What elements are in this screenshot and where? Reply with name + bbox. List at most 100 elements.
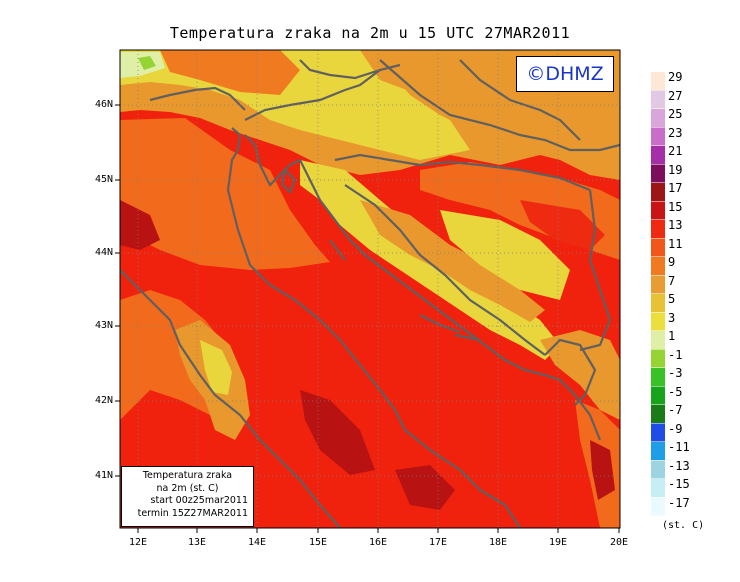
legend-label: 23 <box>668 125 683 140</box>
italy-west-zone <box>120 118 330 270</box>
info-line-2: na 2m (st. C) <box>156 482 219 494</box>
y-tick-42n: 42N <box>94 395 113 406</box>
dinaric-orange-inner <box>360 200 545 322</box>
legend-swatch <box>651 109 665 127</box>
italy-south-dark <box>300 390 375 475</box>
gridlines <box>120 50 620 528</box>
x-tick-15e: 15E <box>308 537 328 548</box>
map-frame <box>119 49 621 529</box>
legend-swatch <box>651 146 665 164</box>
legend-swatch <box>651 423 665 442</box>
croatia-slovenia-border <box>244 63 401 121</box>
axis-ticks <box>115 104 620 533</box>
legend-label: 15 <box>668 199 683 214</box>
croatia-coast <box>299 159 602 441</box>
dalmatian-islands <box>329 239 481 342</box>
legend-swatch <box>651 349 665 368</box>
bosnia-red <box>520 200 605 250</box>
legend-label: 27 <box>668 88 683 103</box>
legend-swatch <box>651 275 665 294</box>
legend-label: 5 <box>668 292 676 306</box>
legend-label: -5 <box>668 384 683 399</box>
hungary-border <box>379 59 620 152</box>
legend-swatch <box>651 460 665 479</box>
legend-label: -11 <box>668 440 690 454</box>
y-tick-44n: 44N <box>94 247 113 258</box>
legend-unit: (st. C) <box>662 520 705 531</box>
legend-label: 29 <box>668 70 683 84</box>
legend-label: -9 <box>668 421 683 436</box>
albania-dark <box>590 440 615 500</box>
italy-west-dark <box>120 200 160 250</box>
alps-border <box>149 59 381 111</box>
bosnia-inner-border <box>344 184 546 356</box>
montenegro-orange <box>540 330 620 420</box>
legend-swatch <box>651 201 665 220</box>
y-tick-41n: 41N <box>94 470 113 481</box>
legend-label: -7 <box>668 403 683 417</box>
legend-label: 17 <box>668 181 683 195</box>
legend-label: 13 <box>668 218 683 232</box>
legend-swatch <box>651 479 665 497</box>
legend-swatch <box>651 405 665 423</box>
italy-west-coast <box>120 269 341 528</box>
legend-swatch <box>651 127 665 146</box>
legend-swatch <box>651 72 665 90</box>
legend-label: 25 <box>668 107 683 121</box>
legend-label: 3 <box>668 310 676 325</box>
x-tick-18e: 18E <box>488 537 508 548</box>
legend-label: 7 <box>668 273 676 288</box>
x-tick-13e: 13E <box>187 537 207 548</box>
map-title: Temperatura zraka na 2m u 15 UTC 27MAR20… <box>169 24 571 42</box>
legend-swatch <box>651 497 665 516</box>
alps-orange-patch <box>160 50 300 95</box>
y-tick-43n: 43N <box>94 320 113 331</box>
serbia-border <box>579 189 612 352</box>
legend-label: -15 <box>668 477 690 491</box>
x-tick-19e: 19E <box>548 537 568 548</box>
legend-swatch <box>651 238 665 257</box>
legend-swatch <box>651 331 665 349</box>
info-termin: termin 15Z27MAR2011 <box>137 507 248 519</box>
legend-label: 21 <box>668 144 683 158</box>
legend-swatch <box>651 294 665 312</box>
legend-swatch <box>651 442 665 460</box>
y-tick-45n: 45N <box>94 174 113 185</box>
legend-label: -3 <box>668 366 683 380</box>
x-tick-14e: 14E <box>247 537 267 548</box>
legend-label: 1 <box>668 329 676 343</box>
legend-label: -17 <box>668 495 690 510</box>
y-tick-46n: 46N <box>94 99 113 110</box>
legend-label: -1 <box>668 347 683 362</box>
legend-swatch <box>651 90 665 109</box>
legend-label: -13 <box>668 458 690 473</box>
istria-coast <box>244 134 301 187</box>
legend-label: 9 <box>668 255 676 269</box>
legend-swatch <box>651 183 665 201</box>
alps-green-dot <box>138 56 156 70</box>
legend-swatch <box>651 386 665 405</box>
coastlines <box>120 59 620 528</box>
x-tick-20e: 20E <box>609 537 629 548</box>
bosnia-highland <box>440 210 570 300</box>
legend-swatch <box>651 257 665 275</box>
x-tick-12e: 12E <box>128 537 148 548</box>
info-box: Temperatura zraka na 2m (st. C) start 00… <box>121 466 254 527</box>
italy-east-coast <box>226 127 521 528</box>
montenegro-border <box>544 338 597 406</box>
info-start: start 00z25mar2011 <box>150 495 248 506</box>
info-line-1: Temperatura zraka <box>142 470 233 481</box>
legend-label: 11 <box>668 236 683 251</box>
italy-apennine-peak <box>200 340 232 395</box>
x-tick-16e: 16E <box>368 537 388 548</box>
dhmz-logo: ©DHMZ <box>516 56 614 92</box>
croatia-bosnia-border <box>334 153 591 192</box>
x-tick-17e: 17E <box>428 537 448 548</box>
legend-swatch <box>651 220 665 238</box>
legend-swatch <box>651 312 665 331</box>
krk-island <box>280 167 297 194</box>
legend-swatch <box>651 368 665 386</box>
legend-label: 19 <box>668 162 683 177</box>
